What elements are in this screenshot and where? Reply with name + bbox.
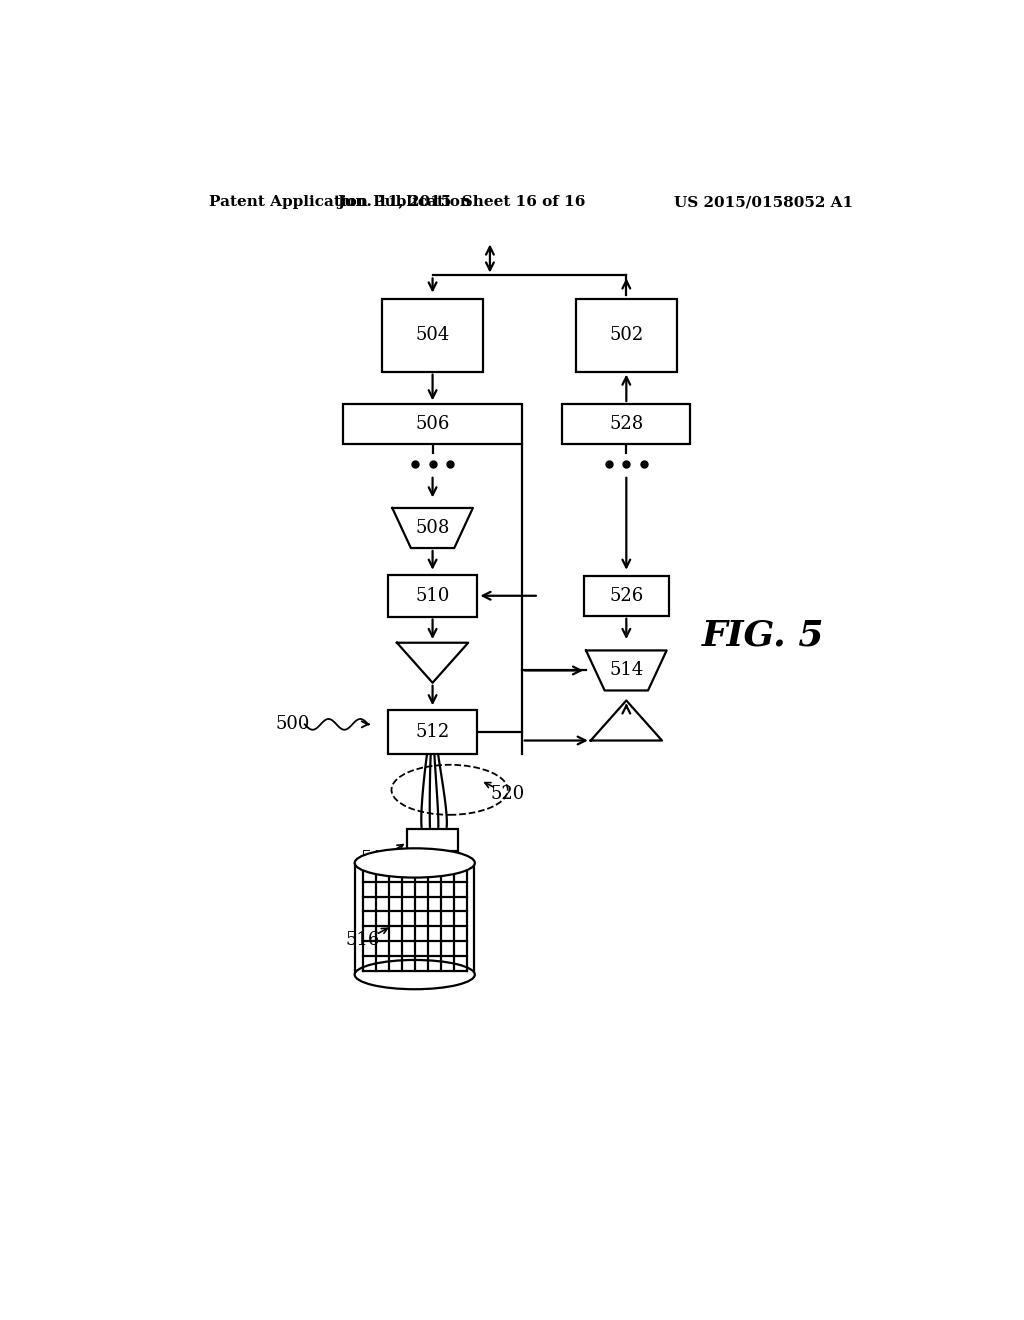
Text: 514: 514 <box>609 661 643 680</box>
Text: 514: 514 <box>360 850 394 869</box>
Text: FIG. 5: FIG. 5 <box>702 619 824 653</box>
Ellipse shape <box>354 960 475 989</box>
Text: 506: 506 <box>416 414 450 433</box>
Bar <box>575 298 677 372</box>
Bar <box>343 404 521 444</box>
Polygon shape <box>591 701 662 741</box>
Bar <box>584 576 669 615</box>
Polygon shape <box>392 508 473 548</box>
Polygon shape <box>586 651 667 690</box>
Bar <box>562 404 690 444</box>
Text: 516: 516 <box>346 931 380 949</box>
Bar <box>382 298 483 372</box>
Text: US 2015/0158052 A1: US 2015/0158052 A1 <box>674 195 853 210</box>
Text: 520: 520 <box>490 784 525 803</box>
Bar <box>388 710 477 755</box>
Text: 502: 502 <box>609 326 643 345</box>
Ellipse shape <box>354 849 475 878</box>
Text: 528: 528 <box>609 414 643 433</box>
Text: Jun. 11, 2015  Sheet 16 of 16: Jun. 11, 2015 Sheet 16 of 16 <box>337 195 586 210</box>
Bar <box>408 829 458 850</box>
Text: 526: 526 <box>609 587 643 605</box>
Text: 510: 510 <box>416 587 450 605</box>
Text: 504: 504 <box>416 326 450 345</box>
Bar <box>388 574 477 616</box>
Text: 512: 512 <box>416 723 450 741</box>
Text: Patent Application Publication: Patent Application Publication <box>209 195 471 210</box>
Text: 500: 500 <box>275 715 310 734</box>
Text: 508: 508 <box>416 519 450 537</box>
Polygon shape <box>397 643 468 682</box>
